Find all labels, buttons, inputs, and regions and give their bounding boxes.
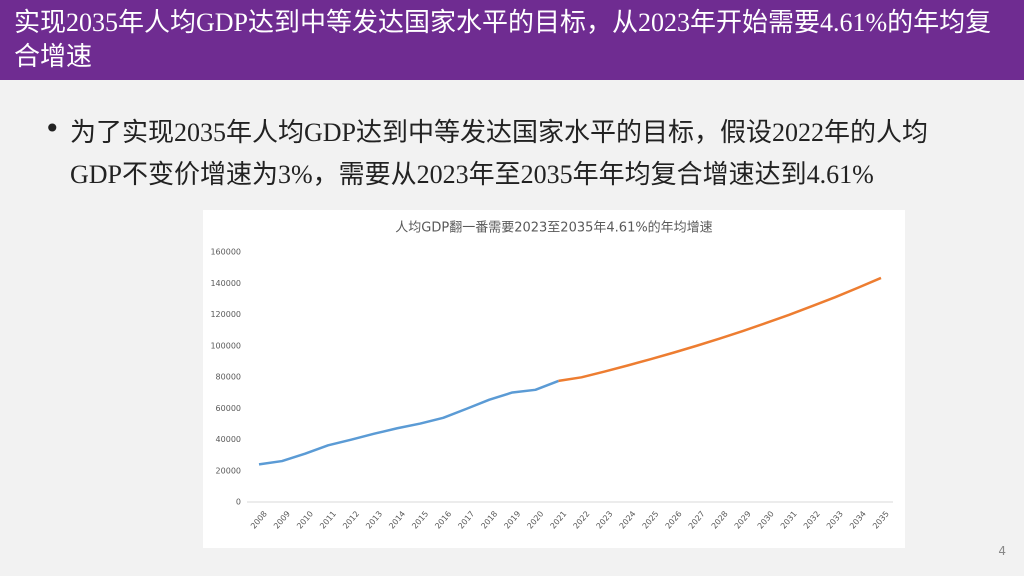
x-tick-label: 2026 xyxy=(664,509,684,530)
x-tick-label: 2027 xyxy=(687,509,707,530)
y-tick-label: 20000 xyxy=(216,466,241,475)
x-tick-label: 2033 xyxy=(825,509,845,530)
x-tick-label: 2011 xyxy=(318,509,338,530)
x-tick-label: 2032 xyxy=(802,509,822,530)
x-tick-label: 2015 xyxy=(410,509,430,530)
page-number: 4 xyxy=(998,544,1006,558)
x-tick-label: 2019 xyxy=(502,509,522,530)
x-tick-label: 2022 xyxy=(572,509,592,530)
chart: 人均GDP翻一番需要2023至2035年4.61%的年均增速 0 20000 400… xyxy=(203,210,905,548)
x-tick-label: 2013 xyxy=(364,509,384,530)
y-tick-label: 80000 xyxy=(216,373,241,382)
y-tick-label: 140000 xyxy=(210,279,241,288)
series-line xyxy=(558,276,882,383)
y-tick-label: 0 xyxy=(236,498,241,507)
x-tick-label: 2018 xyxy=(479,509,499,530)
y-tick-label: 160000 xyxy=(210,248,241,257)
bullet-marker: • xyxy=(44,112,61,145)
x-tick-label: 2030 xyxy=(756,509,776,530)
x-tick-label: 2023 xyxy=(595,509,615,530)
x-tick-label: 2021 xyxy=(548,509,568,530)
x-tick-label: 2020 xyxy=(525,509,545,530)
x-tick-label: 2029 xyxy=(733,509,753,530)
x-tick-label: 2016 xyxy=(433,509,453,530)
x-tick-label: 2028 xyxy=(710,509,730,530)
x-tick-label: 2035 xyxy=(871,509,891,530)
y-tick-label: 100000 xyxy=(210,341,241,350)
slide-title: 实现2035年人均GDP达到中等发达国家水平的目标，从2023年开始需要4.61… xyxy=(0,0,1024,80)
x-tick-label: 2034 xyxy=(848,509,868,530)
y-tick-label: 120000 xyxy=(210,310,241,319)
bullet-text: 为了实现2035年人均GDP达到中等发达国家水平的目标，假设2022年的人均GD… xyxy=(70,118,929,189)
chart-title: 人均GDP翻一番需要2023至2035年4.61%的年均增速 xyxy=(395,220,712,236)
x-tick-label: 2010 xyxy=(295,509,315,530)
x-tick-label: 2025 xyxy=(641,509,661,530)
x-tick-label: 2024 xyxy=(618,509,638,530)
x-tick-label: 2008 xyxy=(249,509,269,530)
x-tick-label: 2009 xyxy=(272,509,292,530)
x-tick-label: 2012 xyxy=(341,509,361,530)
series-line xyxy=(258,379,559,466)
x-tick-label: 2031 xyxy=(779,509,799,530)
x-tick-label: 2014 xyxy=(387,509,407,530)
y-tick-label: 60000 xyxy=(216,404,241,413)
x-tick-label: 2017 xyxy=(456,509,476,530)
y-tick-label: 40000 xyxy=(216,435,241,444)
